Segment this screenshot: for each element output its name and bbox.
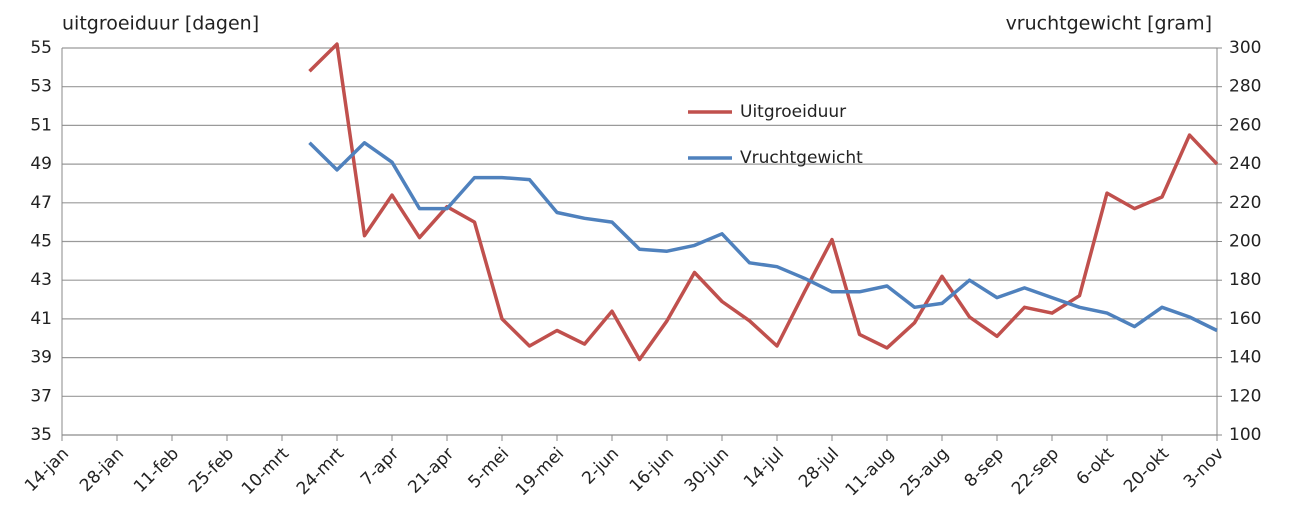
y2-tick-label: 260 bbox=[1229, 115, 1261, 135]
x-tick-label: 21-apr bbox=[404, 444, 458, 498]
x-tick-label: 28-jan bbox=[76, 444, 128, 496]
y2-tick-label: 280 bbox=[1229, 77, 1261, 97]
y2-tick-label: 240 bbox=[1229, 154, 1261, 174]
y2-tick-label: 140 bbox=[1229, 348, 1261, 368]
y-tick-label: 45 bbox=[30, 232, 52, 252]
y-tick-label: 51 bbox=[30, 115, 52, 135]
x-tick-label: 7-apr bbox=[357, 444, 403, 490]
series-line bbox=[308, 141, 1218, 333]
x-tick-label: 10-mrt bbox=[238, 444, 293, 499]
y2-tick-label: 180 bbox=[1229, 270, 1261, 290]
x-tick-label: 5-mei bbox=[464, 444, 513, 493]
legend-label: Vruchtgewicht bbox=[740, 148, 863, 168]
y2-tick-label: 120 bbox=[1229, 386, 1261, 406]
x-tick-label: 25-aug bbox=[897, 444, 953, 500]
y-tick-label: 39 bbox=[30, 348, 52, 368]
y2-tick-label: 300 bbox=[1229, 38, 1261, 58]
x-tick-label: 6-okt bbox=[1073, 444, 1119, 490]
y-tick-label: 37 bbox=[30, 386, 52, 406]
y-tick-label: 43 bbox=[30, 270, 52, 290]
y-axis-title: uitgroeiduur [dagen] bbox=[62, 13, 259, 35]
y2-tick-label: 220 bbox=[1229, 193, 1261, 213]
y-tick-label: 41 bbox=[30, 309, 52, 329]
x-tick-label: 20-okt bbox=[1120, 444, 1173, 497]
y-tick-label: 53 bbox=[30, 77, 52, 97]
legend-label: Uitgroeiduur bbox=[740, 102, 846, 122]
x-tick-label: 3-nov bbox=[1180, 444, 1228, 492]
x-tick-label: 11-feb bbox=[130, 444, 183, 497]
x-tick-label: 16-jun bbox=[626, 444, 678, 496]
y-tick-label: 35 bbox=[30, 425, 52, 445]
y2-tick-label: 100 bbox=[1229, 425, 1261, 445]
x-tick-label: 24-mrt bbox=[293, 444, 348, 499]
x-tick-label: 14-jul bbox=[740, 444, 788, 492]
y-tick-label: 49 bbox=[30, 154, 52, 174]
y2-tick-label: 200 bbox=[1229, 232, 1261, 252]
x-tick-label: 14-jan bbox=[21, 444, 73, 496]
x-tick-label: 8-sep bbox=[961, 444, 1008, 491]
series-line bbox=[308, 42, 1219, 362]
x-tick-label: 25-feb bbox=[185, 444, 238, 497]
x-tick-label: 19-mei bbox=[512, 444, 568, 500]
y2-tick-label: 160 bbox=[1229, 309, 1261, 329]
y-tick-label: 47 bbox=[30, 193, 52, 213]
x-tick-label: 30-jun bbox=[681, 444, 733, 496]
x-tick-label: 22-sep bbox=[1008, 444, 1063, 499]
x-tick-label: 28-jul bbox=[795, 444, 843, 492]
y-tick-label: 55 bbox=[30, 38, 52, 58]
x-tick-label: 11-aug bbox=[842, 444, 898, 500]
x-tick-label: 2-jun bbox=[578, 444, 623, 489]
y2-axis-title: vruchtgewicht [gram] bbox=[1006, 13, 1212, 35]
